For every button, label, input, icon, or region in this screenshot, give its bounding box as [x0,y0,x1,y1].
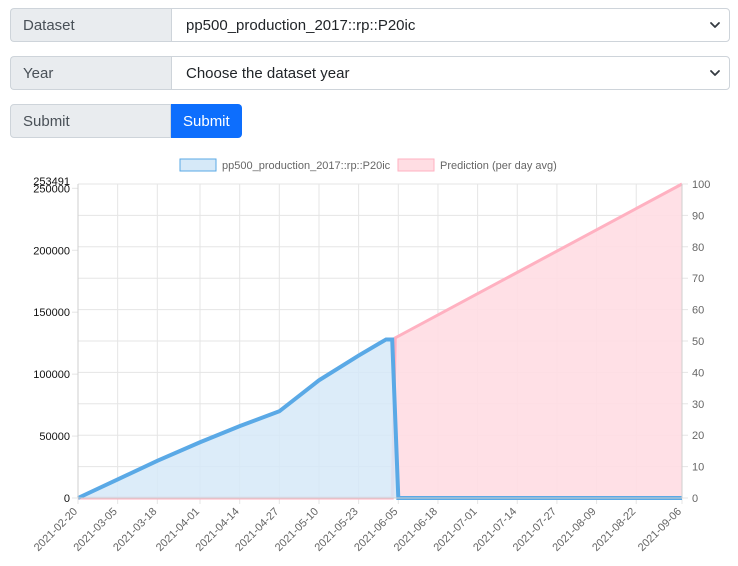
right-tick-label: 70 [692,273,704,285]
year-label: Year [10,56,171,90]
right-tick-label: 60 [692,305,704,317]
submit-button[interactable]: Submit [171,104,242,138]
dataset-row: Dataset pp500_production_2017::rp::P20ic [10,8,730,42]
dataset-select[interactable]: pp500_production_2017::rp::P20ic [171,8,730,42]
submit-label: Submit [10,104,171,138]
right-tick-label: 20 [692,430,704,442]
dataset-select-value: pp500_production_2017::rp::P20ic [186,16,416,34]
chart-legend: pp500_production_2017::rp::P20ic Predicti… [179,158,557,172]
right-tick-label: 80 [692,242,704,254]
x-tick-label: 2021-09-06 [636,506,684,554]
left-tick-label: 200000 [33,245,70,257]
year-row: Year Choose the dataset year [10,56,730,90]
left-tick-label: 0 [64,493,70,505]
right-tick-label: 10 [692,462,704,474]
right-tick-label: 30 [692,399,704,411]
left-tick-label: 150000 [33,307,70,319]
series-dataset-line [77,337,682,500]
chevron-down-icon [710,70,720,76]
series-prediction-area [78,184,682,498]
chevron-down-icon [710,22,720,28]
right-tick-label: 100 [692,179,710,191]
legend-swatch-series [179,158,217,172]
submit-row: Submit Submit [10,104,242,138]
chart: pp500_production_2017::rp::P20ic Predicti… [32,158,710,554]
year-select-value: Choose the dataset year [186,64,350,82]
dataset-label: Dataset [10,8,171,42]
left-tick-label: 250000 [33,183,70,195]
left-tick-label: 50000 [39,431,70,443]
left-tick-label: 100000 [33,369,70,381]
series-dataset-area [78,339,682,498]
right-tick-label: 50 [692,336,704,348]
right-tick-label: 90 [692,210,704,222]
year-select[interactable]: Choose the dataset year [171,56,730,90]
legend-label-prediction: Prediction (per day avg) [440,160,557,172]
legend-swatch-prediction [397,158,435,172]
right-tick-label: 40 [692,367,704,379]
left-axis-max-label: 253491 [33,176,70,188]
right-tick-label: 0 [692,493,698,505]
legend-label-series: pp500_production_2017::rp::P20ic [222,160,391,172]
chart-axes [77,184,683,499]
